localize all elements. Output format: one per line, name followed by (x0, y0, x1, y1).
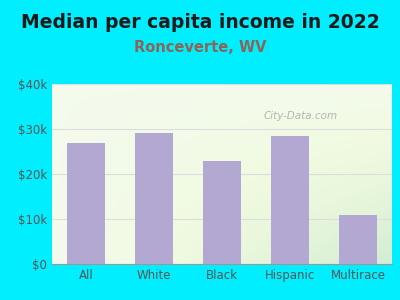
Text: Ronceverte, WV: Ronceverte, WV (134, 40, 266, 56)
Text: Median per capita income in 2022: Median per capita income in 2022 (21, 14, 379, 32)
Bar (271, 136, 309, 264)
Bar (135, 134, 173, 264)
Bar (67, 142, 105, 264)
Text: City-Data.com: City-Data.com (263, 111, 337, 122)
Bar (203, 160, 241, 264)
Bar (339, 214, 377, 264)
